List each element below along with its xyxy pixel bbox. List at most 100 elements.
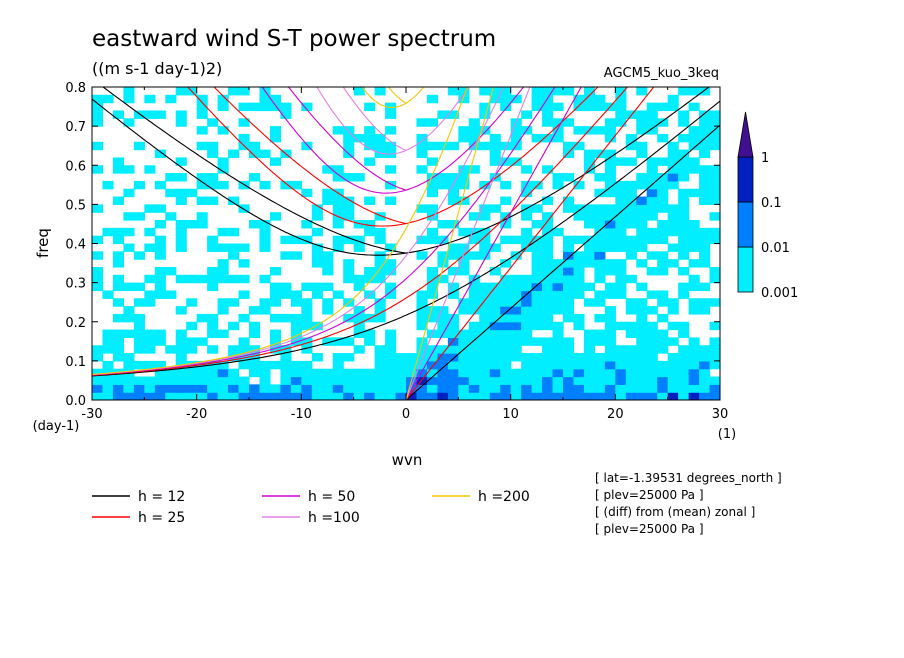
heatmap-cell bbox=[573, 204, 585, 213]
heatmap-cell bbox=[447, 282, 459, 292]
heatmap-cell bbox=[709, 337, 720, 346]
heatmap-cell bbox=[604, 118, 616, 127]
heatmap-cell bbox=[186, 337, 198, 346]
heatmap-cell bbox=[615, 243, 627, 252]
heatmap-cell bbox=[332, 126, 344, 135]
heatmap-cell bbox=[269, 345, 281, 354]
heatmap-cell bbox=[259, 274, 271, 284]
heatmap-cell bbox=[301, 376, 313, 385]
heatmap-cell bbox=[563, 149, 575, 159]
heatmap-cell bbox=[521, 212, 533, 221]
heatmap-cell bbox=[594, 227, 606, 237]
heatmap-cell bbox=[374, 306, 386, 315]
heatmap-cell bbox=[552, 87, 564, 96]
heatmap-cell bbox=[238, 337, 250, 346]
heatmap-cell bbox=[269, 290, 281, 299]
heatmap-cell bbox=[636, 220, 648, 229]
heatmap-cell bbox=[280, 282, 292, 292]
heatmap-cell bbox=[437, 376, 449, 385]
heatmap-cell bbox=[416, 360, 428, 370]
heatmap-cell bbox=[332, 290, 344, 299]
heatmap-cell bbox=[489, 392, 501, 400]
heatmap-cell bbox=[709, 392, 720, 400]
heatmap-cell bbox=[709, 165, 720, 174]
heatmap-cell bbox=[301, 282, 313, 292]
heatmap-cell bbox=[207, 235, 219, 245]
heatmap-cell bbox=[636, 329, 648, 338]
heatmap-cell bbox=[500, 290, 512, 299]
heatmap-cell bbox=[102, 290, 114, 299]
heatmap-cell bbox=[144, 94, 156, 104]
heatmap-cell bbox=[542, 259, 554, 268]
heatmap-cell bbox=[500, 306, 512, 315]
x-tick-label: -10 bbox=[291, 407, 312, 422]
heatmap-cell bbox=[112, 392, 124, 400]
heatmap-cell bbox=[112, 384, 124, 393]
heatmap-cell bbox=[374, 274, 386, 284]
heatmap-cell bbox=[468, 165, 480, 174]
heatmap-cell bbox=[353, 313, 365, 323]
heatmap-cell bbox=[301, 345, 313, 354]
heatmap-cell bbox=[625, 345, 637, 354]
heatmap-cell bbox=[510, 251, 522, 260]
heatmap-cell bbox=[249, 149, 261, 159]
heatmap-cell bbox=[604, 392, 616, 400]
heatmap-cell bbox=[353, 345, 365, 354]
heatmap-cell bbox=[426, 360, 438, 370]
heatmap-cell bbox=[458, 266, 470, 276]
heatmap-cell bbox=[364, 220, 376, 229]
heatmap-cell bbox=[688, 165, 700, 174]
heatmap-cell bbox=[217, 384, 229, 393]
heatmap-cell bbox=[521, 227, 533, 237]
heatmap-cell bbox=[468, 133, 480, 143]
heatmap-cell bbox=[510, 329, 522, 338]
heatmap-cell bbox=[112, 353, 124, 362]
heatmap-cell bbox=[92, 353, 104, 362]
heatmap-cell bbox=[563, 313, 575, 323]
heatmap-cell bbox=[228, 251, 240, 260]
heatmap-cell bbox=[531, 220, 543, 229]
heatmap-cell bbox=[510, 126, 522, 135]
heatmap-cell bbox=[646, 384, 658, 393]
heatmap-cell bbox=[123, 360, 135, 370]
heatmap-cell bbox=[709, 110, 720, 119]
info-line: [ (diff) from (mean) zonal ] bbox=[595, 505, 756, 519]
heatmap-cell bbox=[112, 329, 124, 338]
dispersion-curves bbox=[92, 87, 720, 400]
heatmap-cell bbox=[290, 180, 302, 190]
heatmap-cell bbox=[709, 212, 720, 221]
heatmap-cell bbox=[479, 321, 491, 331]
heatmap-cell bbox=[468, 274, 480, 284]
heatmap-cell bbox=[500, 368, 512, 378]
heatmap-cell bbox=[552, 360, 564, 370]
heatmap-cell bbox=[563, 196, 575, 205]
heatmap-cell bbox=[615, 235, 627, 245]
heatmap-cell bbox=[636, 384, 648, 393]
heatmap-cell bbox=[521, 274, 533, 284]
heatmap-cell bbox=[573, 251, 585, 260]
heatmap-cell bbox=[510, 321, 522, 331]
heatmap-cell bbox=[500, 337, 512, 346]
heatmap-cell bbox=[447, 141, 459, 151]
heatmap-cell bbox=[604, 345, 616, 354]
y-tick-label: 0.4 bbox=[65, 238, 86, 253]
heatmap-cell bbox=[688, 376, 700, 385]
heatmap-cell bbox=[238, 353, 250, 362]
heatmap-cell bbox=[657, 345, 669, 354]
heatmap-cell bbox=[196, 392, 208, 400]
heatmap-cell bbox=[489, 360, 501, 370]
heatmap-cell bbox=[385, 329, 397, 338]
heatmap-cell bbox=[259, 384, 271, 393]
heatmap-cell bbox=[625, 321, 637, 331]
heatmap-cell bbox=[521, 110, 533, 119]
legend-label: h = 25 bbox=[138, 510, 185, 526]
heatmap-cell bbox=[385, 360, 397, 370]
heatmap-cell bbox=[657, 204, 669, 213]
heatmap-cell bbox=[521, 360, 533, 370]
heatmap-cell bbox=[594, 274, 606, 284]
heatmap-cell bbox=[154, 384, 166, 393]
heatmap-cell bbox=[175, 110, 187, 119]
heatmap-cell bbox=[175, 243, 187, 252]
heatmap-cell bbox=[426, 118, 438, 127]
heatmap-cell bbox=[542, 110, 554, 119]
